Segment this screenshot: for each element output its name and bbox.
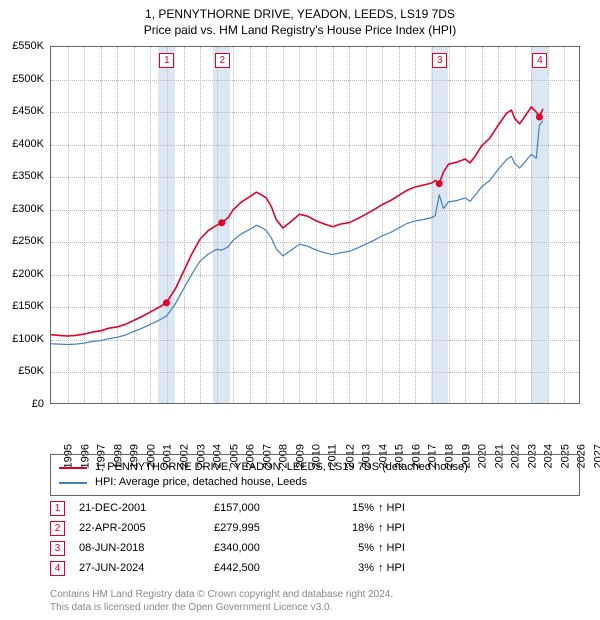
sale-vs-hpi: ↑ HPI	[378, 542, 405, 554]
sale-marker-box: 2	[215, 53, 230, 68]
y-tick-label: £500K	[12, 73, 44, 85]
legend-row: HPI: Average price, detached house, Leed…	[59, 475, 571, 490]
y-tick-label: £150K	[12, 300, 44, 312]
sale-dot	[218, 219, 225, 226]
y-tick-label: £550K	[12, 40, 44, 52]
sale-date: 27-JUN-2024	[79, 562, 214, 574]
sale-marker-box: 2	[50, 521, 65, 536]
sale-date: 08-JUN-2018	[79, 542, 214, 554]
sale-row: 2 22-APR-2005£279,99518% ↑ HPI	[50, 518, 580, 538]
chart-footer: Contains HM Land Registry data © Crown c…	[50, 588, 580, 614]
sale-date: 22-APR-2005	[79, 522, 214, 534]
sale-marker-box: 3	[50, 541, 65, 556]
y-tick-label: £50K	[18, 365, 44, 377]
legend-label: HPI: Average price, detached house, Leed…	[95, 475, 307, 490]
sale-marker-box: 3	[432, 53, 447, 68]
chart-title: 1, PENNYTHORNE DRIVE, YEADON, LEEDS, LS1…	[0, 0, 600, 38]
sale-row: 1 21-DEC-2001£157,00015% ↑ HPI	[50, 498, 580, 518]
sale-marker-box: 1	[50, 501, 65, 516]
x-axis-labels: 1995199619971998199920002001200220032004…	[50, 404, 580, 450]
y-tick-label: £0	[32, 398, 44, 410]
sale-diff: 15%	[314, 502, 374, 514]
sale-vs-hpi: ↑ HPI	[378, 502, 405, 514]
sale-dot	[436, 180, 443, 187]
y-tick-label: £200K	[12, 268, 44, 280]
sale-price: £157,000	[214, 502, 314, 514]
sale-diff: 18%	[314, 522, 374, 534]
sale-row: 4 27-JUN-2024£442,5003% ↑ HPI	[50, 558, 580, 578]
x-tick-label: 2027	[592, 444, 600, 468]
sale-row: 3 08-JUN-2018£340,0005% ↑ HPI	[50, 538, 580, 558]
series-price_paid	[51, 107, 543, 336]
sale-diff: 3%	[314, 562, 374, 574]
y-tick-label: £350K	[12, 170, 44, 182]
y-tick-label: £450K	[12, 105, 44, 117]
sale-dot	[163, 299, 170, 306]
sale-price: £442,500	[214, 562, 314, 574]
sale-date: 21-DEC-2001	[79, 502, 214, 514]
sale-diff: 5%	[314, 542, 374, 554]
legend-row: 1, PENNYTHORNE DRIVE, YEADON, LEEDS, LS1…	[59, 460, 571, 475]
chart-plot-area: 1 2 3 4	[50, 46, 580, 404]
chart-svg	[51, 47, 579, 403]
sale-marker-box: 4	[532, 53, 547, 68]
sale-vs-hpi: ↑ HPI	[378, 562, 405, 574]
sales-table: 1 21-DEC-2001£157,00015% ↑ HPI 2 22-APR-200…	[50, 498, 580, 578]
title-address: 1, PENNYTHORNE DRIVE, YEADON, LEEDS, LS1…	[0, 6, 600, 22]
y-tick-label: £100K	[12, 333, 44, 345]
sale-vs-hpi: ↑ HPI	[378, 522, 405, 534]
series-hpi	[51, 121, 543, 345]
y-tick-label: £400K	[12, 138, 44, 150]
title-subtitle: Price paid vs. HM Land Registry's House …	[0, 22, 600, 38]
sale-price: £279,995	[214, 522, 314, 534]
y-tick-label: £300K	[12, 203, 44, 215]
footer-copyright: Contains HM Land Registry data © Crown c…	[50, 588, 580, 601]
footer-licence: This data is licensed under the Open Gov…	[50, 601, 580, 614]
y-axis-labels: £0£50K£100K£150K£200K£250K£300K£350K£400…	[0, 46, 48, 404]
legend-label: 1, PENNYTHORNE DRIVE, YEADON, LEEDS, LS1…	[95, 460, 468, 475]
sale-marker-box: 4	[50, 561, 65, 576]
sale-dot	[536, 113, 543, 120]
y-tick-label: £250K	[12, 235, 44, 247]
legend-swatch	[59, 467, 87, 469]
legend-swatch	[59, 482, 87, 484]
chart-legend: 1, PENNYTHORNE DRIVE, YEADON, LEEDS, LS1…	[50, 454, 580, 496]
sale-marker-box: 1	[159, 53, 174, 68]
sale-price: £340,000	[214, 542, 314, 554]
